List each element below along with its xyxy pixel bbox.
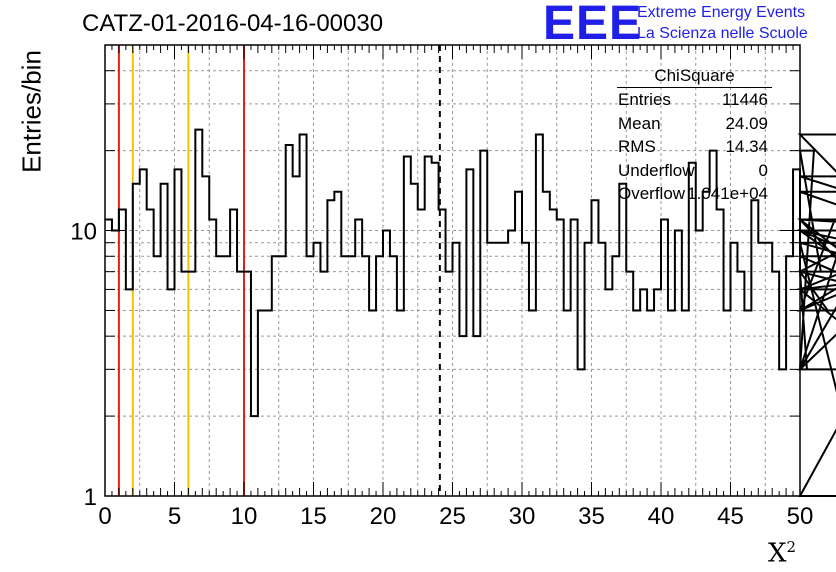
- stats-row: Mean 24.09: [618, 113, 768, 133]
- stats-row: RMS 14.34: [618, 137, 768, 156]
- x-tick-label: 0: [98, 503, 111, 530]
- y-axis-label: Entries/bin: [16, 50, 47, 173]
- x-tick-label: 10: [231, 503, 258, 530]
- histogram-series: [105, 128, 836, 497]
- logo-tagline-2: La Scienza nelle Scuole: [637, 25, 808, 42]
- stats-box: ChiSquare Entries 11446 Mean 24.09 RMS 14.3…: [611, 66, 778, 206]
- x-axis: 0 5 10 15 20 25 30 35 40 45 50: [98, 45, 813, 530]
- x-tick-label: 50: [787, 503, 814, 530]
- logo-tagline-1: Extreme Energy Events: [637, 4, 806, 21]
- stats-title: ChiSquare: [617, 66, 772, 88]
- x-tick-label: 25: [439, 503, 466, 530]
- y-tick-label: 10: [70, 219, 97, 246]
- x-tick-label: 20: [370, 503, 397, 530]
- x-axis-label: X2: [768, 538, 797, 569]
- stats-row: Overflow 1.041e+04: [618, 184, 768, 203]
- x-tick-label: 45: [717, 503, 744, 530]
- x-tick-label: 40: [648, 503, 675, 530]
- stats-row: Underflow 0: [618, 160, 768, 180]
- y-axis: 1 10: [70, 44, 800, 511]
- stats-row: Entries 11446: [618, 90, 768, 109]
- x-tick-label: 5: [168, 503, 181, 530]
- x-tick-label: 35: [578, 503, 605, 530]
- x-tick-label: 30: [509, 503, 536, 530]
- x-tick-label: 15: [300, 503, 327, 530]
- chart-title: CATZ-01-2016-04-16-00030: [82, 10, 384, 37]
- eee-logo: EEE: [543, 0, 643, 50]
- y-tick-label: 1: [84, 484, 97, 511]
